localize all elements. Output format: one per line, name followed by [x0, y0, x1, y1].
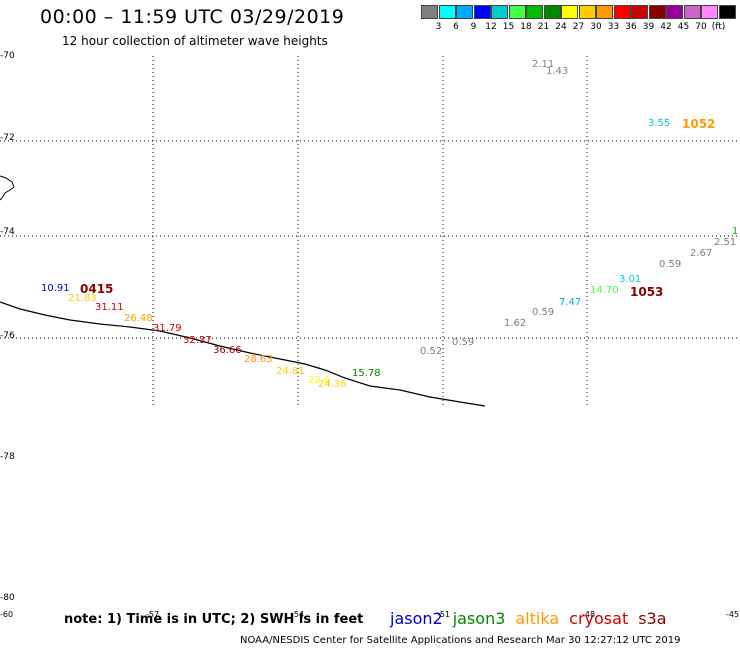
longitude-label: -51 — [437, 610, 451, 619]
credit-line: NOAA/NESDIS Center for Satellite Applica… — [240, 635, 681, 646]
wave-height-label: 0.52 — [420, 346, 443, 357]
longitude-label: -45 — [726, 610, 740, 619]
grid-lines — [0, 56, 740, 407]
wave-height-label: 1 — [732, 226, 739, 237]
legend-label: 15 — [502, 22, 515, 32]
legend-swatch — [526, 5, 543, 19]
legend-swatch — [438, 5, 456, 19]
wave-height-label: 28.63 — [244, 354, 273, 365]
island-outline — [0, 175, 15, 201]
wave-height-label: 31.79 — [153, 323, 182, 334]
wave-height-label: 0415 — [80, 282, 114, 296]
legend-swatch — [631, 5, 648, 19]
legend-label: 9 — [470, 22, 477, 32]
wave-height-label: 1.62 — [504, 318, 527, 329]
wave-height-label: 31.11 — [95, 302, 124, 313]
latitude-label: -78 — [0, 452, 15, 462]
latitude-label: -72 — [0, 133, 15, 143]
legend-label: 21 — [537, 22, 550, 32]
wave-height-label: 2.51 — [714, 237, 737, 248]
satellite-jason2: jason2 — [390, 609, 443, 628]
wave-height-label: 14.70 — [590, 285, 619, 296]
legend-label: 39 — [642, 22, 655, 32]
map-title: 00:00 – 11:59 UTC 03/29/2019 — [40, 6, 345, 28]
wave-height-label: 22.6 — [308, 375, 331, 386]
wave-height-label: 0.59 — [532, 307, 555, 318]
wave-height-label: 24.81 — [276, 366, 305, 377]
wave-height-label: 36.66 — [213, 345, 242, 356]
latitude-label: -74 — [0, 227, 15, 237]
legend-swatch — [718, 5, 736, 19]
wave-height-label: 1052 — [682, 117, 716, 131]
legend-label: (ft) — [711, 22, 726, 32]
legend-swatch — [613, 5, 631, 19]
legend-label: 30 — [590, 22, 602, 32]
wave-height-label: 15.78 — [352, 368, 381, 379]
satellite-jason3: jason3 — [452, 609, 506, 628]
map-subtitle: 12 hour collection of altimeter wave hei… — [62, 34, 328, 48]
wave-height-label: 24.36 — [318, 379, 347, 390]
legend-label: 42 — [660, 22, 672, 32]
legend-label: 12 — [485, 22, 497, 32]
legend-swatch — [543, 5, 561, 19]
legend-label: 3 — [435, 22, 442, 32]
legend-label: 45 — [677, 22, 690, 32]
satellite-cryosat: cryosat — [569, 609, 629, 628]
legend-swatch — [456, 5, 473, 19]
legend-swatch — [561, 5, 578, 19]
legend-swatch — [701, 5, 718, 19]
legend-label: 27 — [572, 22, 585, 32]
legend-swatch — [508, 5, 526, 19]
wave-height-label: 1.43 — [546, 66, 569, 77]
legend-swatch — [683, 5, 701, 19]
wave-height-label: 3.55 — [648, 118, 671, 129]
legend-swatch — [421, 5, 438, 19]
latitude-label: -76 — [0, 331, 15, 341]
wave-height-label: 0.59 — [452, 337, 475, 348]
wave-height-label: 1053 — [630, 285, 664, 299]
legend-label: 33 — [607, 22, 620, 32]
latitude-label: -70 — [0, 51, 15, 61]
longitude-label: -60 — [0, 610, 14, 619]
satellite-altika: altika — [515, 609, 560, 628]
legend-label: 18 — [520, 22, 532, 32]
legend-swatch — [578, 5, 596, 19]
wave-height-label: 10.91 — [41, 283, 70, 294]
legend-swatch — [666, 5, 683, 19]
latitude-label: -80 — [0, 593, 15, 603]
wave-height-label: 26.48 — [124, 313, 153, 324]
wave-height-label: 2.11 — [532, 59, 555, 70]
wave-height-label: 3.01 — [619, 274, 642, 285]
legend-swatch — [491, 5, 508, 19]
wave-height-label: 21.83 — [68, 293, 97, 304]
footnote: note: 1) Time is in UTC; 2) SWH is in fe… — [64, 612, 364, 627]
longitude-label: -54 — [291, 610, 305, 619]
satellite-s3a: s3a — [638, 609, 667, 628]
legend-label: 24 — [555, 22, 567, 32]
wave-height-label: 0.59 — [659, 259, 682, 270]
legend-label: 36 — [625, 22, 637, 32]
legend-swatch — [596, 5, 613, 19]
legend-swatch — [473, 5, 491, 19]
legend-swatch — [648, 5, 666, 19]
wave-height-label: 7.47 — [559, 297, 582, 308]
longitude-label: -48 — [582, 610, 596, 619]
wave-height-label: 2.67 — [690, 248, 713, 259]
satellite-legend: jason2 jason3 altika cryosat s3a — [390, 609, 677, 628]
wave-height-label: 32.37 — [183, 335, 212, 346]
legend-label: 6 — [453, 22, 459, 32]
legend-label: 70 — [695, 22, 707, 32]
longitude-label: -57 — [146, 610, 160, 619]
coastline — [0, 301, 486, 407]
